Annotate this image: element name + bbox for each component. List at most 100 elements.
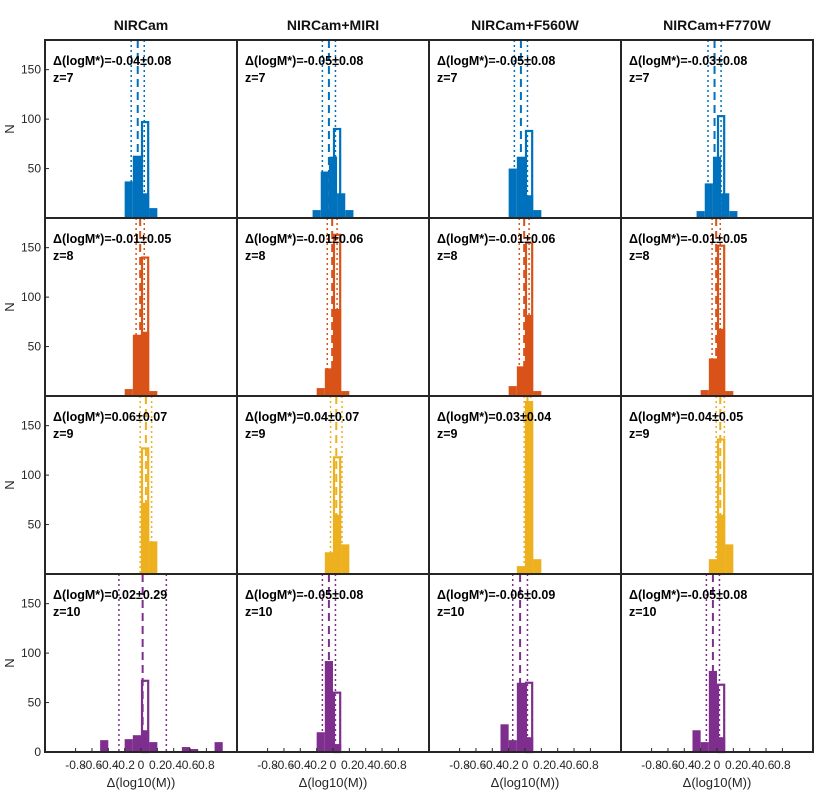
panel-stat-label: Δ(logM*)=-0.05±0.08	[629, 588, 747, 602]
x-tick-label: 0.4	[741, 758, 758, 772]
x-tick-label: 0.4	[165, 758, 182, 772]
panel-redshift-label: z=10	[629, 605, 657, 619]
filled-histogram-bar	[525, 195, 534, 218]
x-tick-label: 0.4	[357, 758, 374, 772]
y-tick-label: 150	[21, 597, 41, 611]
filled-histogram-bar	[533, 210, 542, 218]
panel: Δ(logM*)=-0.05±0.08 z=7	[428, 39, 622, 220]
filled-histogram-bar	[692, 730, 701, 752]
filled-histogram-bar	[149, 208, 158, 218]
open-histogram-bar	[332, 691, 342, 754]
filled-histogram-bar	[516, 366, 525, 396]
panel: Δ(logM*)=0.04±0.05 z=9	[620, 395, 814, 576]
filled-histogram-bar	[324, 552, 333, 574]
filled-histogram-bar	[696, 211, 705, 218]
panel-stat-label: Δ(logM*)=-0.01±0.06	[245, 232, 363, 246]
panel-redshift-label: z=7	[629, 71, 650, 85]
x-tick-label: -0.6	[82, 758, 103, 772]
filled-histogram-bar	[500, 724, 509, 752]
filled-histogram-bar	[704, 183, 713, 218]
filled-histogram-bar	[729, 211, 738, 218]
panel: Δ(logM*)=0.03±0.04 z=9	[428, 395, 622, 576]
panel-redshift-label: z=10	[53, 605, 81, 619]
filled-histogram-bar	[333, 308, 342, 396]
filled-histogram-bar	[525, 314, 534, 396]
x-tick-label: -0.2	[690, 758, 711, 772]
y-tick-label: 100	[21, 112, 41, 126]
x-tick-label: 0.2	[341, 758, 358, 772]
filled-histogram-bar	[324, 368, 333, 396]
panel-redshift-label: z=10	[245, 605, 273, 619]
x-axis-label: Δ(log10(M))	[683, 775, 752, 790]
x-tick-label: 0.2	[533, 758, 550, 772]
column-title: NIRCam+F560W	[471, 17, 580, 33]
panel-stat-label: Δ(logM*)=0.06±0.07	[53, 410, 167, 424]
y-axis-label: N	[2, 658, 17, 667]
filled-histogram-bar	[333, 744, 342, 752]
filled-histogram-bar	[708, 559, 717, 574]
panel-stat-label: Δ(logM*)=0.04±0.05	[629, 410, 743, 424]
filled-histogram-bar	[525, 737, 534, 752]
filled-histogram-bar	[214, 742, 223, 752]
panel-stat-label: Δ(logM*)=-0.03±0.08	[629, 54, 747, 68]
panel-redshift-label: z=7	[245, 71, 266, 85]
y-axis-label: N	[2, 124, 17, 133]
filled-histogram-bar	[708, 358, 717, 396]
x-tick-label: -0.6	[466, 758, 487, 772]
panel-redshift-label: z=10	[437, 605, 465, 619]
y-axis-label: N	[2, 302, 17, 311]
panel: Δ(logM*)=-0.01±0.05 z=8	[620, 217, 814, 398]
filled-histogram-bar	[124, 389, 133, 396]
filled-histogram-bar	[700, 390, 709, 396]
filled-histogram-bar	[141, 193, 150, 218]
filled-histogram-bar	[508, 740, 517, 752]
filled-histogram-bar	[717, 328, 726, 396]
x-tick-label: 0.6	[758, 758, 775, 772]
y-tick-label: 150	[21, 241, 41, 255]
panel: Δ(logM*)=-0.04±0.08 z=7	[44, 39, 238, 220]
filled-histogram-bar	[533, 559, 542, 574]
filled-histogram-bar	[700, 742, 709, 752]
y-tick-label: 50	[28, 696, 42, 710]
filled-histogram-bar	[124, 739, 133, 752]
panel-stat-label: Δ(logM*)=0.04±0.07	[245, 410, 359, 424]
y-tick-label: 50	[28, 162, 42, 176]
panel-stat-label: Δ(logM*)=-0.01±0.06	[437, 232, 555, 246]
x-tick-label: 0.2	[149, 758, 166, 772]
panel: Δ(logM*)=0.02±0.29 z=10	[44, 573, 238, 754]
filled-histogram-bar	[316, 732, 325, 752]
x-axis-label: Δ(log10(M))	[107, 775, 176, 790]
panel-stat-label: Δ(logM*)=0.02±0.29	[53, 588, 167, 602]
panel-stat-label: Δ(logM*)=-0.06±0.09	[437, 588, 555, 602]
filled-histogram-bar	[516, 566, 525, 574]
y-tick-label: 150	[21, 63, 41, 77]
panel: Δ(logM*)=-0.06±0.09 z=10	[428, 573, 622, 754]
panel-redshift-label: z=9	[53, 427, 74, 441]
filled-histogram-bar	[149, 742, 158, 752]
y-tick-label-zero: 0	[34, 745, 41, 759]
y-axis-label: N	[2, 480, 17, 489]
panel-redshift-label: z=7	[437, 71, 458, 85]
panel: Δ(logM*)=-0.01±0.06 z=8	[428, 217, 622, 398]
panel-redshift-label: z=8	[629, 249, 650, 263]
x-tick-label: 0.6	[182, 758, 199, 772]
filled-histogram-bar	[132, 735, 141, 752]
filled-histogram-bar	[312, 210, 321, 218]
panel-redshift-label: z=9	[245, 427, 266, 441]
panel-redshift-label: z=7	[53, 71, 74, 85]
panel-redshift-label: z=9	[629, 427, 650, 441]
panel-redshift-label: z=8	[245, 249, 266, 263]
filled-histogram-bar	[141, 331, 150, 396]
filled-histogram-bar	[508, 386, 517, 396]
panel-stat-label: Δ(logM*)=-0.05±0.08	[437, 54, 555, 68]
filled-histogram-bar	[525, 400, 534, 574]
x-tick-label: 0	[714, 758, 721, 772]
panel: Δ(logM*)=-0.01±0.05 z=8	[44, 217, 238, 398]
filled-histogram-bar	[533, 391, 542, 396]
filled-histogram-bar	[124, 181, 133, 218]
x-tick-label: 0.6	[566, 758, 583, 772]
x-tick-label: -0.6	[274, 758, 295, 772]
x-tick-label: -0.4	[482, 758, 503, 772]
panel-redshift-label: z=8	[437, 249, 458, 263]
filled-histogram-bar	[149, 541, 158, 574]
